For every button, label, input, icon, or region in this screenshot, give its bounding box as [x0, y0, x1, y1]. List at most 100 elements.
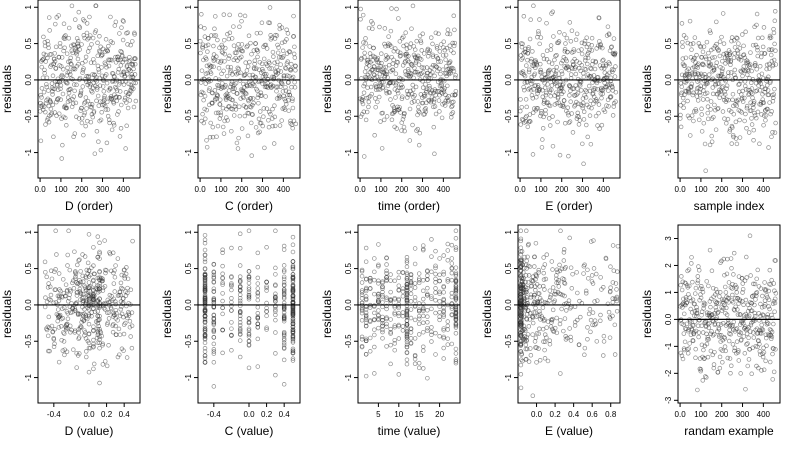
data-point — [361, 83, 366, 89]
data-point — [359, 310, 365, 316]
data-point — [70, 280, 75, 286]
data-point — [518, 372, 524, 377]
data-point — [85, 98, 91, 104]
data-point — [269, 66, 274, 71]
data-point — [124, 63, 130, 68]
data-point — [246, 280, 252, 286]
data-point — [256, 100, 261, 106]
data-point — [554, 83, 560, 89]
data-point — [243, 60, 248, 65]
data-point — [419, 48, 424, 53]
data-point — [433, 330, 438, 336]
data-point — [120, 54, 125, 59]
data-point — [437, 333, 442, 339]
data-point — [598, 312, 603, 318]
data-point — [124, 100, 129, 105]
data-point — [67, 69, 72, 75]
data-point — [390, 67, 396, 73]
data-point — [700, 49, 706, 55]
data-point — [679, 72, 685, 78]
data-point — [518, 122, 523, 127]
data-point — [537, 86, 543, 92]
data-point — [291, 13, 296, 19]
data-point — [237, 113, 243, 119]
data-point — [751, 101, 757, 106]
data-point — [86, 75, 91, 80]
data-point — [216, 65, 222, 71]
data-point — [251, 100, 256, 106]
data-point — [431, 97, 437, 102]
data-point — [211, 64, 216, 69]
data-point — [436, 31, 441, 37]
data-point — [264, 106, 270, 111]
data-point — [239, 126, 245, 131]
data-point — [441, 87, 446, 93]
data-point — [720, 66, 725, 71]
data-point — [532, 264, 537, 269]
data-point — [437, 310, 442, 315]
data-point — [741, 334, 747, 339]
data-point — [105, 99, 110, 105]
data-point — [730, 125, 735, 130]
data-point — [76, 62, 81, 67]
data-point — [393, 46, 398, 51]
y-tick-label: 0.0 — [504, 299, 513, 311]
data-point — [452, 40, 458, 46]
data-point — [541, 270, 546, 276]
data-point — [548, 47, 554, 52]
data-point — [755, 267, 760, 273]
data-point — [392, 347, 397, 353]
data-point — [246, 365, 252, 371]
data-point — [400, 94, 405, 99]
data-point — [689, 81, 694, 87]
data-point — [85, 49, 91, 54]
data-point — [416, 271, 422, 276]
data-point — [605, 83, 610, 88]
data-point — [132, 32, 137, 37]
y-tick-label: 0.0 — [344, 299, 353, 311]
data-point — [524, 63, 529, 68]
data-point — [520, 41, 525, 47]
data-point — [612, 352, 618, 357]
data-point — [374, 74, 379, 79]
data-point — [98, 44, 103, 50]
data-point — [693, 355, 698, 361]
data-point — [686, 72, 692, 77]
data-point — [249, 83, 255, 89]
data-point — [575, 86, 580, 91]
data-point — [107, 86, 113, 92]
y-tick-label: -0.5 — [344, 334, 353, 348]
data-point — [453, 265, 459, 270]
data-point — [117, 31, 122, 36]
data-point — [449, 256, 455, 261]
data-point — [696, 61, 701, 66]
data-point — [79, 120, 85, 126]
data-point — [131, 86, 136, 91]
data-point — [761, 367, 767, 373]
data-point — [724, 121, 729, 126]
scatter-panel-7: -0.4 0.0 0.2 0.4-1-0.50.00.51C (value)resid… — [160, 224, 301, 438]
data-point — [412, 336, 418, 341]
data-point — [205, 42, 211, 48]
data-point — [753, 297, 758, 302]
data-point — [698, 92, 703, 98]
y-axis-label: residuals — [320, 290, 334, 338]
data-point — [198, 80, 204, 85]
data-point — [766, 74, 771, 80]
data-point — [231, 113, 237, 118]
data-point — [49, 81, 55, 86]
y-tick-label: -3 — [664, 396, 673, 404]
data-point — [724, 86, 729, 91]
data-point — [443, 98, 449, 103]
data-point — [613, 89, 619, 95]
data-point — [114, 98, 119, 104]
data-point — [365, 85, 370, 90]
data-point — [705, 104, 711, 109]
data-point — [41, 34, 46, 40]
data-point — [237, 24, 242, 30]
data-point — [266, 118, 271, 123]
data-point — [421, 69, 426, 75]
data-point — [744, 126, 749, 131]
data-point — [564, 308, 569, 313]
data-point — [544, 48, 550, 54]
